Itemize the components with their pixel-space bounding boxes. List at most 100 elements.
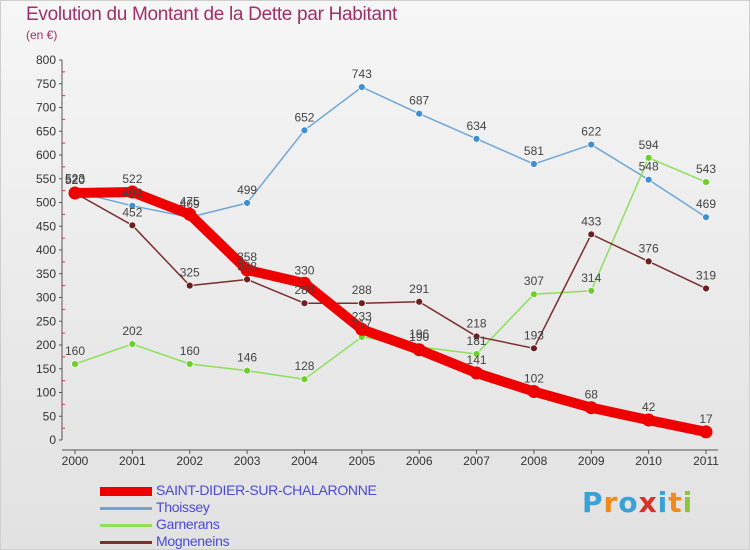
data-label: 128: [294, 359, 314, 373]
data-point: [412, 343, 426, 357]
data-point: [243, 199, 251, 207]
data-label: 68: [585, 388, 599, 402]
data-point: [587, 230, 596, 239]
x-tick-label: 2003: [234, 454, 261, 468]
data-point: [584, 401, 598, 415]
data-point: [128, 221, 137, 230]
data-label: 358: [237, 250, 257, 264]
data-label: 17: [699, 412, 713, 426]
x-tick-label: 2002: [176, 454, 203, 468]
data-point: [472, 350, 481, 358]
y-tick-label: 50: [43, 409, 57, 423]
data-label: 314: [581, 271, 601, 285]
data-label: 102: [524, 372, 544, 386]
legend-label: Mogneneins: [156, 533, 230, 549]
data-label: 181: [467, 334, 487, 348]
series-line-saint-didier-sur-chalaronne: [70, 187, 711, 437]
y-tick-label: 550: [36, 172, 56, 186]
data-label: 594: [639, 138, 659, 152]
data-label: 42: [642, 400, 656, 414]
data-label: 196: [409, 327, 429, 341]
data-label: 146: [237, 351, 257, 365]
data-point: [128, 201, 137, 210]
data-label: 548: [639, 160, 659, 174]
y-tick-label: 650: [36, 124, 56, 138]
data-point: [243, 275, 251, 284]
proxiti-logo: Proxiti: [582, 486, 693, 519]
data-label: 499: [237, 183, 257, 197]
data-label: 743: [352, 67, 372, 81]
legend-swatch: [100, 541, 152, 544]
data-point: [699, 425, 713, 439]
data-point: [702, 284, 710, 293]
data-label: 190: [409, 330, 429, 344]
y-tick-label: 300: [36, 291, 56, 305]
data-label: 452: [122, 205, 142, 219]
series-line-garnerans: [74, 157, 707, 380]
y-tick-label: 200: [36, 338, 56, 352]
y-tick-label: 350: [36, 267, 56, 281]
data-point: [68, 186, 82, 200]
logo-letter: x: [638, 486, 658, 519]
line-chart: 0 50 100 150 200 250 300 350 400 450 500 550 600 650 7…: [36, 53, 719, 468]
y-tick-label: 450: [36, 219, 56, 233]
data-label: 520: [65, 173, 85, 187]
data-point: [357, 83, 366, 91]
data-point: [240, 263, 254, 277]
logo-letter: i: [657, 486, 669, 519]
chart-title: Evolution du Montant de la Dette par Hab…: [26, 4, 397, 25]
y-tick-label: 500: [36, 196, 56, 210]
data-point: [128, 340, 137, 348]
data-label: 288: [352, 283, 372, 297]
data-point: [472, 332, 481, 341]
y-tick-label: 0: [49, 433, 56, 447]
legend-swatch: [100, 524, 152, 527]
x-tick-label: 2006: [406, 454, 433, 468]
data-label: 652: [294, 110, 314, 124]
data-label: 291: [409, 282, 429, 296]
data-point: [530, 290, 538, 299]
x-tick-label: 2010: [635, 454, 662, 468]
data-point: [185, 360, 194, 368]
legend-swatch: [100, 487, 152, 496]
logo-letter: t: [668, 486, 683, 519]
legend-label: Garnerans: [156, 516, 220, 532]
data-point: [300, 126, 309, 135]
data-point: [470, 366, 484, 380]
logo-letter: o: [618, 486, 639, 519]
data-label: 581: [524, 144, 544, 158]
x-tick-label: 2005: [348, 454, 375, 468]
legend-label: SAINT-DIDIER-SUR-CHALARONNE: [156, 482, 377, 498]
data-point: [243, 366, 251, 375]
series-line-mogneneins: [74, 192, 707, 350]
data-point: [702, 213, 710, 222]
data-point: [415, 297, 424, 306]
data-label: 622: [581, 125, 601, 139]
data-label: 523: [65, 172, 85, 186]
data-point: [297, 276, 311, 290]
data-label: 330: [294, 263, 314, 277]
data-label: 141: [467, 353, 487, 367]
data-label: 325: [180, 266, 200, 280]
data-point: [702, 178, 710, 186]
logo-letter: P: [582, 486, 604, 519]
x-tick-label: 2009: [578, 454, 605, 468]
y-tick-label: 600: [36, 148, 56, 162]
data-label: 193: [524, 328, 544, 342]
y-tick-label: 100: [36, 386, 56, 400]
data-label: 376: [639, 241, 659, 255]
x-tick-label: 2008: [521, 454, 548, 468]
data-point: [185, 281, 194, 290]
data-point: [642, 413, 656, 427]
y-tick-label: 150: [36, 362, 56, 376]
series-line-thoissey: [74, 86, 707, 218]
data-point: [530, 344, 538, 353]
data-point: [183, 207, 197, 221]
data-point: [300, 299, 309, 308]
logo-letter: i: [682, 486, 694, 519]
data-label: 319: [696, 268, 716, 282]
x-tick-label: 2000: [62, 454, 89, 468]
data-label: 217: [352, 317, 372, 331]
data-label: 469: [180, 197, 200, 211]
